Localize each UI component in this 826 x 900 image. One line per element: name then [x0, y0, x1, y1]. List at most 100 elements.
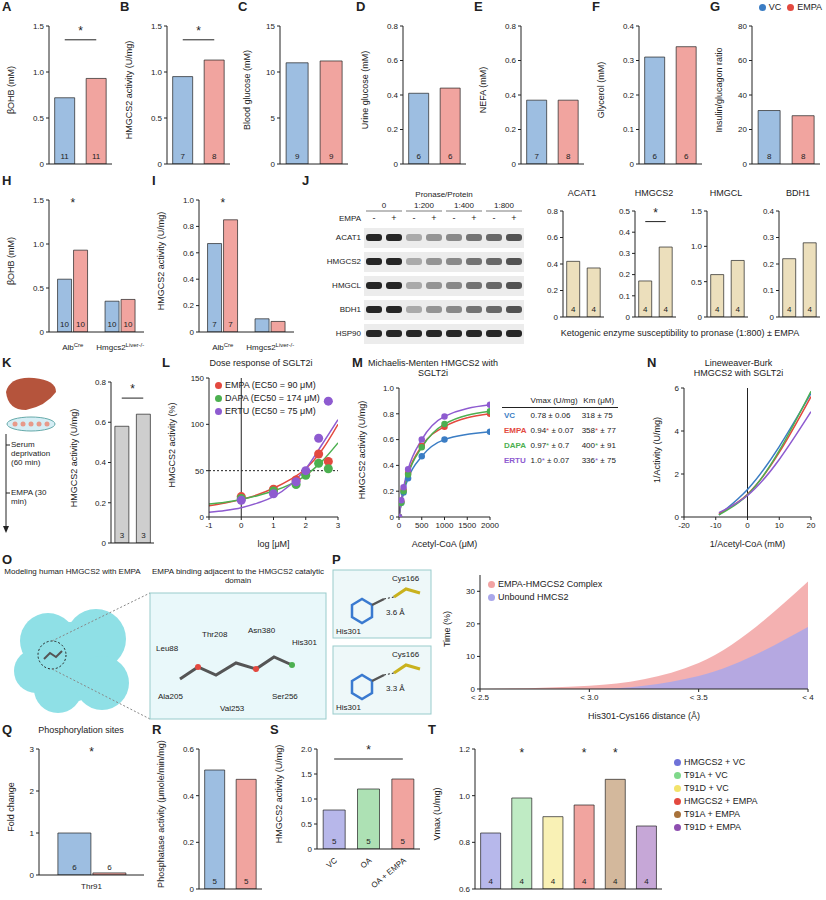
- svg-text:50: 50: [195, 467, 204, 476]
- svg-text:10: 10: [60, 320, 69, 329]
- svg-text:1.5: 1.5: [33, 196, 45, 205]
- svg-text:0.5: 0.5: [151, 114, 163, 123]
- svg-text:0: 0: [394, 160, 399, 169]
- svg-text:0.6: 0.6: [547, 233, 559, 242]
- svg-text:0: 0: [102, 539, 107, 548]
- svg-text:0.6: 0.6: [383, 435, 395, 444]
- svg-text:0.6: 0.6: [459, 885, 471, 894]
- svg-text:0.2: 0.2: [95, 499, 107, 508]
- svg-text:< 3.0: < 3.0: [580, 693, 599, 702]
- svg-text:0.1: 0.1: [623, 125, 635, 134]
- svg-text:0.2: 0.2: [763, 260, 775, 269]
- svg-text:0.2: 0.2: [505, 125, 517, 134]
- svg-text:3: 3: [30, 745, 35, 754]
- svg-text:His301-Cys166 distance (Å): His301-Cys166 distance (Å): [588, 711, 700, 721]
- svg-text:7: 7: [228, 320, 233, 329]
- svg-text:0.6: 0.6: [387, 56, 399, 65]
- svg-text:AlbCre: AlbCre: [212, 342, 234, 352]
- svg-text:0.4: 0.4: [505, 91, 517, 100]
- svg-text:OA + EMPA: OA + EMPA: [370, 856, 409, 891]
- svg-text:HMGCL: HMGCL: [332, 281, 361, 290]
- svg-text:0: 0: [190, 885, 195, 894]
- svg-text:0.8: 0.8: [387, 22, 399, 31]
- svg-text:0.5: 0.5: [33, 284, 45, 293]
- svg-text:2: 2: [675, 470, 680, 479]
- svg-text:3: 3: [141, 531, 146, 540]
- svg-text:Leu88: Leu88: [156, 644, 179, 653]
- svg-text:6: 6: [684, 152, 689, 161]
- svg-text:+: +: [391, 213, 396, 223]
- svg-text:3.3 Å: 3.3 Å: [386, 684, 405, 693]
- svg-text:9: 9: [329, 152, 334, 161]
- svg-text:5: 5: [401, 837, 406, 846]
- svg-text:1.0: 1.0: [691, 242, 703, 251]
- svg-text:8: 8: [566, 152, 571, 161]
- svg-text:0.8: 0.8: [459, 838, 471, 847]
- svg-text:15: 15: [266, 22, 275, 31]
- svg-text:2000: 2000: [481, 521, 499, 530]
- svg-text:0.4: 0.4: [763, 207, 775, 216]
- svg-text:1.0: 1.0: [151, 68, 163, 77]
- svg-text:5: 5: [366, 837, 371, 846]
- svg-text:2.0: 2.0: [301, 745, 313, 754]
- svg-text:500: 500: [415, 521, 429, 530]
- svg-text:1.5: 1.5: [33, 22, 45, 31]
- svg-text:0.5: 0.5: [619, 207, 631, 216]
- svg-text:*: *: [70, 196, 75, 210]
- svg-text:< 2.5: < 2.5: [471, 693, 490, 702]
- svg-text:0: 0: [471, 685, 476, 694]
- svg-text:-: -: [493, 213, 496, 223]
- svg-text:His301: His301: [292, 638, 317, 647]
- svg-text:1.0: 1.0: [383, 384, 395, 393]
- svg-text:0.4: 0.4: [547, 260, 559, 269]
- svg-text:*: *: [220, 196, 225, 210]
- svg-text:10: 10: [466, 652, 475, 661]
- svg-text:1.0: 1.0: [33, 68, 45, 77]
- svg-text:-: -: [413, 213, 416, 223]
- svg-text:0: 0: [698, 313, 703, 322]
- svg-text:0: 0: [745, 521, 750, 530]
- svg-text:0.1: 0.1: [619, 292, 631, 301]
- svg-text:AlbCre: AlbCre: [62, 342, 84, 352]
- svg-text:0: 0: [554, 313, 559, 322]
- svg-text:10: 10: [775, 521, 784, 530]
- svg-text:Thr208: Thr208: [202, 630, 228, 639]
- svg-text:0.6: 0.6: [183, 249, 195, 258]
- svg-text:VC: VC: [325, 856, 339, 870]
- svg-text:0: 0: [382, 201, 387, 210]
- svg-text:3.6 Å: 3.6 Å: [386, 608, 405, 617]
- svg-text:0: 0: [397, 521, 402, 530]
- svg-text:0: 0: [626, 313, 631, 322]
- svg-text:1000: 1000: [436, 521, 454, 530]
- svg-text:His301: His301: [336, 627, 361, 636]
- svg-text:4: 4: [644, 877, 649, 886]
- svg-text:6: 6: [416, 152, 421, 161]
- svg-text:0.3: 0.3: [763, 233, 775, 242]
- svg-text:30: 30: [466, 587, 475, 596]
- svg-text:4: 4: [663, 305, 668, 314]
- svg-text:Thr91: Thr91: [81, 882, 102, 891]
- svg-text:0.5: 0.5: [301, 820, 313, 829]
- svg-text:HSP90: HSP90: [336, 329, 362, 338]
- svg-text:4: 4: [643, 305, 648, 314]
- svg-text:0.5: 0.5: [691, 278, 703, 287]
- svg-text:20: 20: [807, 521, 816, 530]
- svg-text:0: 0: [190, 328, 195, 337]
- svg-text:EMPA: EMPA: [339, 214, 362, 223]
- svg-text:1.2: 1.2: [459, 745, 471, 754]
- svg-text:0.8: 0.8: [547, 207, 559, 216]
- svg-text:1/Acetyl-CoA (mM): 1/Acetyl-CoA (mM): [710, 539, 786, 549]
- svg-text:< 3.5: < 3.5: [690, 693, 709, 702]
- svg-text:150: 150: [191, 374, 205, 383]
- svg-text:6: 6: [107, 863, 112, 872]
- svg-text:0.2: 0.2: [547, 286, 559, 295]
- svg-text:1:800: 1:800: [494, 201, 515, 210]
- svg-text:8: 8: [212, 152, 217, 161]
- svg-text:Hmgcs2Liver-/-: Hmgcs2Liver-/-: [96, 342, 144, 352]
- svg-text:7: 7: [212, 320, 217, 329]
- svg-text:0: 0: [158, 160, 163, 169]
- svg-text:*: *: [89, 745, 94, 759]
- svg-text:1.0: 1.0: [33, 240, 45, 249]
- svg-text:0: 0: [630, 160, 635, 169]
- svg-text:4: 4: [787, 305, 792, 314]
